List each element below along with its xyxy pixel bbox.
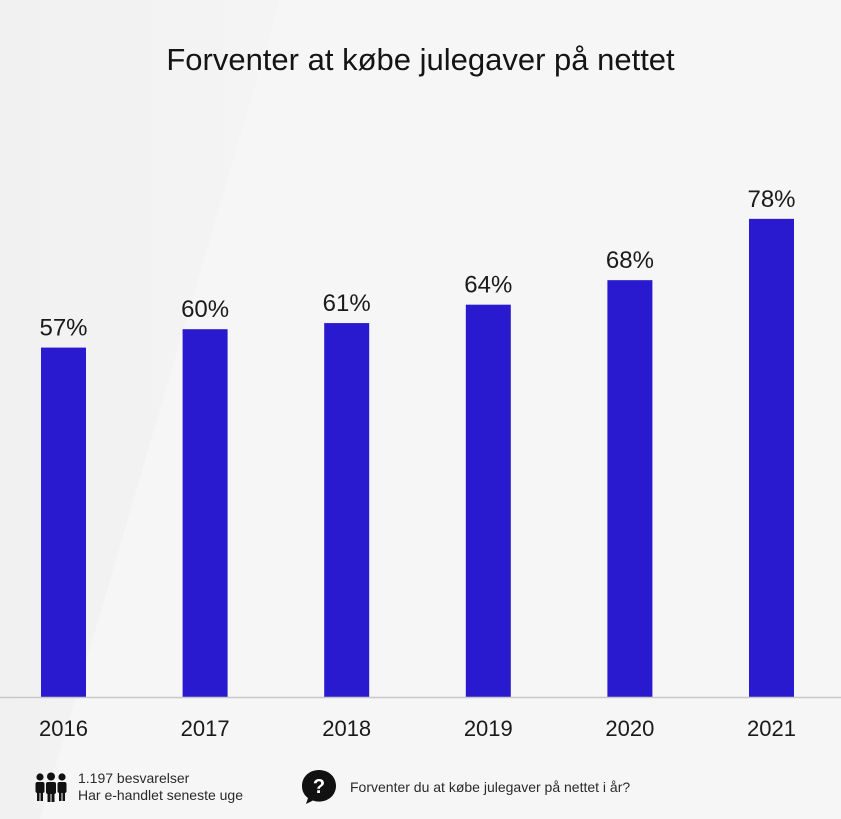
value-label-2019: 64% bbox=[464, 272, 512, 299]
value-label-2016: 57% bbox=[39, 315, 87, 342]
respondents-criteria: Har e-handlet seneste uge bbox=[78, 787, 243, 803]
x-tick-label-2020: 2020 bbox=[605, 716, 654, 741]
value-label-2017: 60% bbox=[181, 296, 229, 323]
question-info: ? Forventer du at købe julegaver på nett… bbox=[300, 768, 630, 806]
respondents-count: 1.197 besvarelser bbox=[78, 770, 190, 786]
value-label-2020: 68% bbox=[606, 247, 654, 274]
x-tick-label-2018: 2018 bbox=[322, 716, 371, 741]
respondents-info: 1.197 besvarelser Har e-handlet seneste … bbox=[34, 770, 243, 804]
x-tick-label-2021: 2021 bbox=[747, 716, 796, 741]
x-tick-label-2017: 2017 bbox=[181, 716, 230, 741]
x-tick-label-2019: 2019 bbox=[464, 716, 513, 741]
bar-2019 bbox=[465, 304, 511, 697]
bar-2021 bbox=[749, 218, 794, 698]
people-group-icon bbox=[35, 772, 67, 802]
value-label-2018: 61% bbox=[323, 290, 371, 317]
x-tick-label-2016: 2016 bbox=[39, 716, 88, 741]
question-bubble-icon: ? bbox=[302, 770, 336, 804]
value-label-2021: 78% bbox=[747, 186, 795, 213]
bar-2018 bbox=[324, 323, 370, 697]
chart-title: Forventer at købe julegaver på nettet bbox=[166, 42, 675, 77]
bar-2017 bbox=[182, 329, 228, 697]
bar-2020 bbox=[607, 280, 653, 697]
survey-question: Forventer du at købe julegaver på nettet… bbox=[350, 779, 631, 795]
svg-text:?: ? bbox=[313, 776, 325, 798]
bar-2016 bbox=[41, 347, 86, 697]
